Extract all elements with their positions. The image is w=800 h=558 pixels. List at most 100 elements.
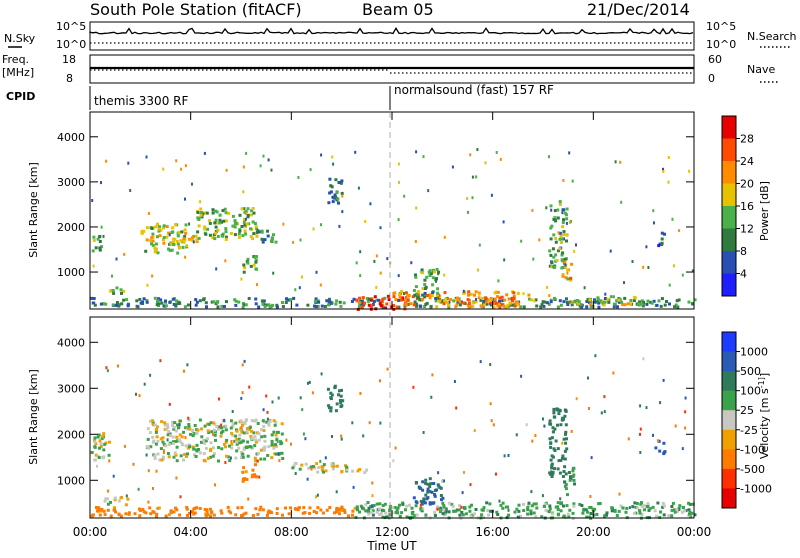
echo-cell xyxy=(454,298,458,302)
echo-cell xyxy=(586,297,590,301)
echo-cell xyxy=(94,442,98,446)
echo-cell xyxy=(351,513,354,517)
echo-cell xyxy=(120,302,124,306)
echo-cell-noise xyxy=(312,227,315,231)
nave-tick-bottom: 0 xyxy=(708,72,715,85)
echo-cell xyxy=(275,512,279,515)
echo-cell xyxy=(564,430,568,434)
echo-cell xyxy=(563,457,567,461)
echo-cell xyxy=(182,240,186,244)
echo-cell xyxy=(235,442,239,446)
echo-cell-noise xyxy=(569,220,572,224)
echo-cell xyxy=(178,433,182,437)
echo-cell xyxy=(527,504,530,508)
echo-cell xyxy=(569,278,573,282)
echo-cell xyxy=(460,510,464,514)
echo-cell xyxy=(573,482,576,486)
echo-cell xyxy=(364,503,368,507)
echo-cell-noise xyxy=(301,408,304,412)
echo-cell-noise xyxy=(282,222,285,226)
colorbar-tick-label: 12 xyxy=(740,223,754,236)
echo-cell xyxy=(95,509,99,513)
echo-cell xyxy=(136,305,140,309)
echo-cell xyxy=(431,283,435,287)
echo-cell xyxy=(168,300,172,304)
echo-cell xyxy=(120,496,124,499)
echo-cell xyxy=(199,213,203,217)
echo-cell xyxy=(157,506,161,510)
echo-cell xyxy=(511,296,515,300)
echo-cell xyxy=(564,409,568,413)
echo-cell xyxy=(204,446,208,450)
echo-cell xyxy=(562,300,566,304)
echo-cell xyxy=(252,211,256,215)
echo-cell xyxy=(224,219,228,223)
echo-cell xyxy=(365,297,369,301)
echo-cell xyxy=(359,504,363,508)
echo-cell xyxy=(585,305,589,309)
echo-cell xyxy=(477,296,481,300)
echo-cell xyxy=(327,404,331,408)
echo-cell xyxy=(562,218,565,222)
echo-cell xyxy=(454,509,458,513)
echo-cell-noise xyxy=(179,495,182,499)
echo-cell-noise xyxy=(548,294,551,298)
echo-cell xyxy=(561,251,565,255)
echo-cell xyxy=(172,510,176,514)
echo-cell-noise xyxy=(453,380,456,383)
echo-cell xyxy=(191,429,195,432)
echo-cell xyxy=(421,297,425,301)
echo-cell xyxy=(441,512,445,516)
echo-cell xyxy=(551,512,554,516)
echo-cell xyxy=(148,506,152,510)
echo-cell xyxy=(638,511,642,515)
echo-cell xyxy=(370,511,374,515)
echo-cell xyxy=(174,303,178,307)
echo-cell xyxy=(400,298,403,302)
echo-cell xyxy=(378,302,382,306)
echo-cell xyxy=(352,297,356,301)
echo-cell xyxy=(317,300,321,304)
echo-cell xyxy=(426,487,430,491)
echo-cell xyxy=(474,290,478,294)
echo-cell xyxy=(215,300,219,304)
echo-cell xyxy=(172,425,176,429)
echo-cell xyxy=(205,508,209,512)
y-tick-label: 4000 xyxy=(57,336,85,349)
echo-cell-noise xyxy=(265,394,268,398)
echo-cell xyxy=(612,305,616,309)
echo-cell xyxy=(548,264,552,268)
echo-cell xyxy=(244,225,248,229)
echo-cell xyxy=(334,178,338,182)
echo-cell xyxy=(99,302,103,306)
echo-cell-noise xyxy=(107,489,110,493)
echo-cell xyxy=(502,304,506,308)
echo-cell xyxy=(180,442,184,446)
echo-cell xyxy=(99,442,103,446)
echo-cell-noise xyxy=(575,243,577,247)
echo-cell xyxy=(193,424,197,427)
x-tick-label: 16:00 xyxy=(475,525,510,539)
echo-cell xyxy=(633,296,637,300)
echo-cell xyxy=(357,305,361,309)
echo-cell xyxy=(233,233,237,237)
echo-cell xyxy=(246,427,249,430)
echo-cell-noise xyxy=(410,261,413,265)
echo-cell xyxy=(146,437,150,441)
echo-cell xyxy=(254,438,257,442)
echo-cell xyxy=(421,488,425,492)
echo-cell xyxy=(231,422,235,426)
echo-cell-noise xyxy=(469,153,472,157)
echo-cell xyxy=(197,224,201,228)
echo-cell xyxy=(400,290,404,294)
echo-cell xyxy=(543,300,547,304)
echo-cell xyxy=(187,443,191,447)
echo-cell xyxy=(570,301,574,304)
echo-cell xyxy=(369,298,373,302)
x-tick-label: 00:00 xyxy=(677,525,712,539)
echo-cell xyxy=(154,442,158,446)
echo-cell xyxy=(609,295,613,299)
echo-cell xyxy=(155,435,159,439)
echo-cell xyxy=(149,512,153,516)
echo-cell xyxy=(371,303,375,306)
